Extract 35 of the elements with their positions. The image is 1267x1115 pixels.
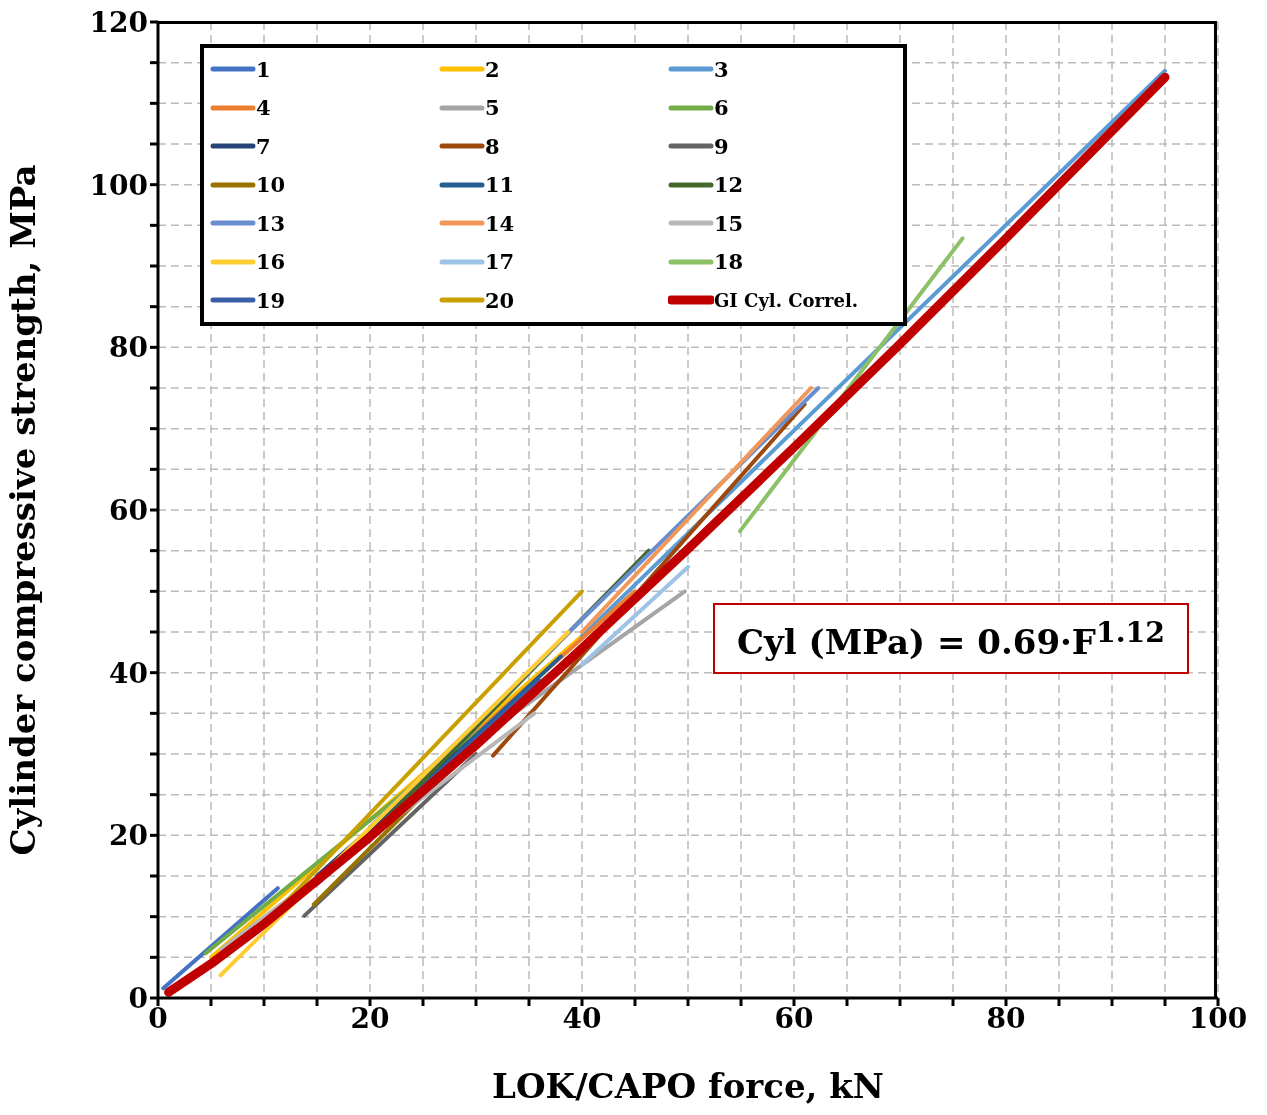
x-tick-label: 20 bbox=[350, 1001, 390, 1035]
legend-label: 5 bbox=[485, 95, 500, 121]
legend-label: 2 bbox=[485, 56, 500, 82]
legend-label: 4 bbox=[256, 95, 271, 121]
y-tick-label: 20 bbox=[109, 819, 148, 853]
legend-label: 6 bbox=[714, 95, 729, 121]
y-tick-label: 80 bbox=[109, 331, 148, 365]
x-axis-title: LOK/CAPO force, kN bbox=[492, 1066, 884, 1106]
x-tick-label: 100 bbox=[1188, 1001, 1248, 1035]
y-axis-title: Cylinder compressive strength, MPa bbox=[3, 164, 44, 856]
legend-label: 8 bbox=[485, 133, 500, 159]
legend-label: 1 bbox=[256, 56, 271, 82]
legend-label: 14 bbox=[485, 210, 515, 236]
legend-label: 10 bbox=[256, 172, 286, 198]
y-tick-label: 120 bbox=[89, 5, 148, 39]
legend-label: 17 bbox=[485, 249, 515, 275]
y-tick-label: 100 bbox=[89, 168, 148, 202]
y-tick-label: 40 bbox=[109, 656, 148, 690]
legend-label: 18 bbox=[714, 249, 744, 275]
x-tick-label: 80 bbox=[986, 1001, 1026, 1035]
legend-label: 9 bbox=[714, 133, 729, 159]
legend-label: 19 bbox=[256, 287, 286, 313]
legend-label: GI Cyl. Correl. bbox=[714, 289, 859, 311]
legend-label: 13 bbox=[256, 210, 286, 236]
annotation: Cyl (MPa) = 0.69·F$^{1.12}$ bbox=[713, 603, 1190, 675]
legend-label: 7 bbox=[256, 133, 271, 159]
x-tick-label: 40 bbox=[562, 1001, 602, 1035]
legend-label: 16 bbox=[256, 249, 286, 275]
legend-label: 12 bbox=[714, 172, 744, 198]
legend-label: 20 bbox=[485, 287, 515, 313]
legend-label: 15 bbox=[714, 210, 744, 236]
legend-label: 3 bbox=[714, 56, 729, 82]
x-tick-label: 60 bbox=[774, 1001, 814, 1035]
legend-label: 11 bbox=[485, 172, 515, 198]
y-tick-label: 60 bbox=[109, 493, 148, 527]
